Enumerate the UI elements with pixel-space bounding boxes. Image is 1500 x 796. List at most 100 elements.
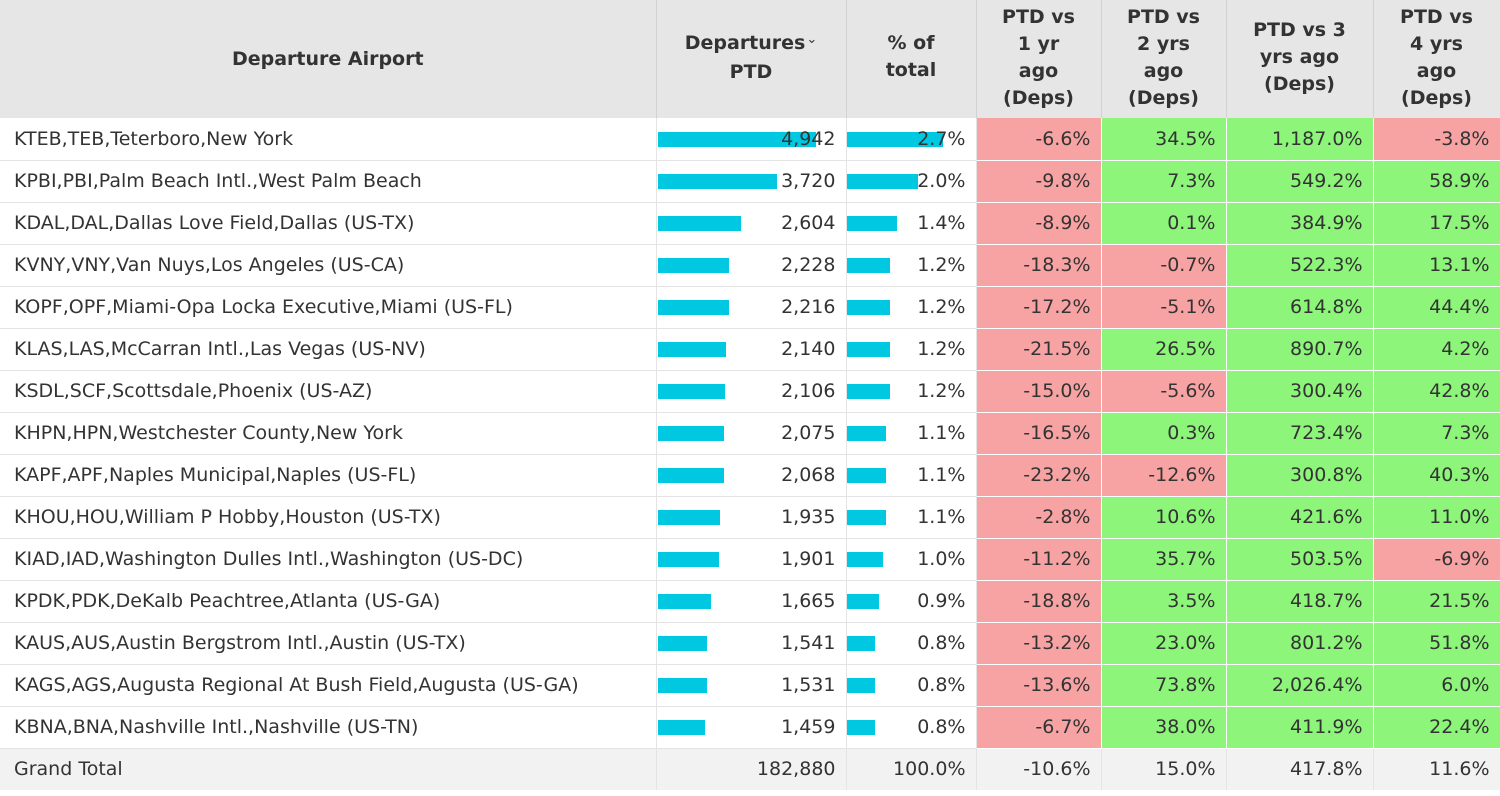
departures-cell-value: 2,075 — [781, 422, 836, 444]
table-row[interactable]: KLAS,LAS,McCarran Intl.,Las Vegas (US-NV… — [0, 328, 1500, 371]
vs-2yrs-cell: 10.6% — [1101, 496, 1227, 539]
airport-cell[interactable]: KSDL,SCF,Scottsdale,Phoenix (US-AZ) — [0, 370, 657, 413]
pct-total-cell-value: 0.8% — [917, 674, 966, 696]
vs-3yrs-cell: 421.6% — [1226, 496, 1374, 539]
airport-cell[interactable]: KAUS,AUS,Austin Bergstrom Intl.,Austin (… — [0, 622, 657, 665]
table-row[interactable]: KHOU,HOU,William P Hobby,Houston (US-TX)… — [0, 496, 1500, 539]
header-departure-airport-label: Departure Airport — [231, 47, 424, 70]
vs-1yr-cell: -18.3% — [976, 244, 1102, 287]
vs-4yrs-cell: 42.8% — [1373, 370, 1500, 413]
vs-4yrs-cell: 17.5% — [1373, 202, 1500, 245]
airport-cell[interactable]: KBNA,BNA,Nashville Intl.,Nashville (US-T… — [0, 706, 657, 749]
vs-4yrs-cell: 58.9% — [1373, 160, 1500, 203]
table-body: KTEB,TEB,Teterboro,New York 4,942 2.7% -6.6… — [0, 118, 1500, 790]
vs-4yrs-cell: 13.1% — [1373, 244, 1500, 287]
header-ptd-vs-4yrs[interactable]: PTD vs 4 yrs ago (Deps) — [1373, 0, 1500, 118]
vs-1yr-cell: -6.6% — [976, 118, 1102, 161]
table-row[interactable]: KTEB,TEB,Teterboro,New York 4,942 2.7% -6.6… — [0, 118, 1500, 161]
airport-cell[interactable]: KHPN,HPN,Westchester County,New York — [0, 412, 657, 455]
header-pct-line1: % of — [887, 32, 935, 54]
header-row: Departure Airport Departures⌄ PTD % of t… — [0, 0, 1500, 118]
airport-cell[interactable]: KTEB,TEB,Teterboro,New York — [0, 118, 657, 161]
departures-cell-bar — [657, 131, 816, 147]
table-row[interactable]: KAGS,AGS,Augusta Regional At Bush Field,… — [0, 664, 1500, 707]
pct-total-cell-bar — [846, 300, 890, 315]
vs-4yrs-cell: 22.4% — [1373, 706, 1500, 749]
vs-2yrs-cell: 34.5% — [1101, 118, 1227, 161]
vs-4yrs-cell: 11.0% — [1373, 496, 1500, 539]
header-departures-ptd[interactable]: Departures⌄ PTD — [656, 0, 847, 118]
airport-cell[interactable]: KPBI,PBI,Palm Beach Intl.,West Palm Beac… — [0, 160, 657, 203]
departures-cell: 2,068 — [656, 454, 847, 497]
header-pct-of-total[interactable]: % of total — [846, 0, 977, 118]
departures-cell-value: 1,459 — [781, 716, 836, 738]
pct-total-cell: 2.0% — [846, 160, 977, 203]
pct-total-cell: 1.1% — [846, 496, 977, 539]
vs-3yrs-cell: 2,026.4% — [1226, 664, 1374, 707]
vs-2yrs-cell: -5.1% — [1101, 286, 1227, 329]
vs-1yr-cell: -17.2% — [976, 286, 1102, 329]
table-row[interactable]: KOPF,OPF,Miami-Opa Locka Executive,Miami… — [0, 286, 1500, 329]
table-row[interactable]: KVNY,VNY,Van Nuys,Los Angeles (US-CA) 2,2… — [0, 244, 1500, 287]
table-row[interactable]: KHPN,HPN,Westchester County,New York 2,07… — [0, 412, 1500, 455]
pct-total-cell: 1.0% — [846, 538, 977, 581]
departures-cell: 1,665 — [656, 580, 847, 623]
vs-4yrs-cell: 4.2% — [1373, 328, 1500, 371]
table-row[interactable]: KAPF,APF,Naples Municipal,Naples (US-FL)… — [0, 454, 1500, 497]
departures-cell-value: 2,068 — [781, 464, 836, 486]
departures-cell-value: 3,720 — [781, 170, 836, 192]
table-row[interactable]: KPDK,PDK,DeKalb Peachtree,Atlanta (US-GA… — [0, 580, 1500, 623]
airport-cell[interactable]: KAGS,AGS,Augusta Regional At Bush Field,… — [0, 664, 657, 707]
pct-total-cell: 0.8% — [846, 622, 977, 665]
departures-cell-bar — [657, 342, 726, 357]
pct-total-cell: 0.8% — [846, 664, 977, 707]
table-row[interactable]: KIAD,IAD,Washington Dulles Intl.,Washing… — [0, 538, 1500, 581]
pct-total-cell-value: 1.1% — [917, 464, 966, 486]
airport-cell[interactable]: KPDK,PDK,DeKalb Peachtree,Atlanta (US-GA… — [0, 580, 657, 623]
vs-3yrs-cell: 522.3% — [1226, 244, 1374, 287]
pct-total-cell: 0.8% — [846, 706, 977, 749]
header-ptd-vs-1yr[interactable]: PTD vs 1 yr ago (Deps) — [976, 0, 1102, 118]
header-ptd-vs-3yrs[interactable]: PTD vs 3 yrs ago (Deps) — [1226, 0, 1374, 118]
airport-cell[interactable]: KAPF,APF,Naples Municipal,Naples (US-FL) — [0, 454, 657, 497]
airport-cell[interactable]: KLAS,LAS,McCarran Intl.,Las Vegas (US-NV… — [0, 328, 657, 371]
vs-2yrs-cell: 0.3% — [1101, 412, 1227, 455]
vs-3yrs-cell: 411.9% — [1226, 706, 1374, 749]
airport-cell[interactable]: KHOU,HOU,William P Hobby,Houston (US-TX) — [0, 496, 657, 539]
header-v2-line3: ago — [1143, 60, 1184, 82]
departures-cell-value: 2,106 — [781, 380, 836, 402]
vs-2yrs-cell: 26.5% — [1101, 328, 1227, 371]
pct-total-cell-bar — [846, 174, 918, 189]
sort-chevron-down-icon[interactable]: ⌄ — [806, 32, 818, 47]
vs-2yrs-cell: 23.0% — [1101, 622, 1227, 665]
vs-4yrs-cell: 21.5% — [1373, 580, 1500, 623]
header-departures-line2: PTD — [729, 61, 773, 83]
airport-cell[interactable]: KIAD,IAD,Washington Dulles Intl.,Washing… — [0, 538, 657, 581]
departures-cell: 2,106 — [656, 370, 847, 413]
vs-2yrs-cell: -5.6% — [1101, 370, 1227, 413]
airport-cell[interactable]: KVNY,VNY,Van Nuys,Los Angeles (US-CA) — [0, 244, 657, 287]
vs-1yr-cell: -16.5% — [976, 412, 1102, 455]
departures-cell-value: 2,228 — [781, 254, 836, 276]
header-departure-airport[interactable]: Departure Airport — [0, 0, 657, 118]
departures-cell-value: 2,216 — [781, 296, 836, 318]
grand-total-label: Grand Total — [0, 748, 657, 790]
pct-total-cell-value: 0.9% — [917, 590, 966, 612]
departures-cell-bar — [657, 384, 725, 399]
pct-total-cell-bar — [846, 594, 879, 609]
header-v2-line1: PTD vs — [1127, 6, 1200, 28]
header-departures-line1: Departures — [684, 32, 806, 54]
departures-cell: 2,140 — [656, 328, 847, 371]
header-ptd-vs-2yrs[interactable]: PTD vs 2 yrs ago (Deps) — [1101, 0, 1227, 118]
table-row[interactable]: KBNA,BNA,Nashville Intl.,Nashville (US-T… — [0, 706, 1500, 749]
header-v1-line2: 1 yr — [1017, 33, 1060, 55]
airport-cell[interactable]: KDAL,DAL,Dallas Love Field,Dallas (US-TX… — [0, 202, 657, 245]
pct-total-cell-bar — [846, 131, 943, 147]
airport-cell[interactable]: KOPF,OPF,Miami-Opa Locka Executive,Miami… — [0, 286, 657, 329]
table-row[interactable]: KPBI,PBI,Palm Beach Intl.,West Palm Beac… — [0, 160, 1500, 203]
table-row[interactable]: KDAL,DAL,Dallas Love Field,Dallas (US-TX… — [0, 202, 1500, 245]
header-v3-line3: (Deps) — [1264, 73, 1335, 95]
table-row[interactable]: KAUS,AUS,Austin Bergstrom Intl.,Austin (… — [0, 622, 1500, 665]
header-v4-line2: 4 yrs — [1410, 33, 1463, 55]
table-row[interactable]: KSDL,SCF,Scottsdale,Phoenix (US-AZ) 2,106… — [0, 370, 1500, 413]
